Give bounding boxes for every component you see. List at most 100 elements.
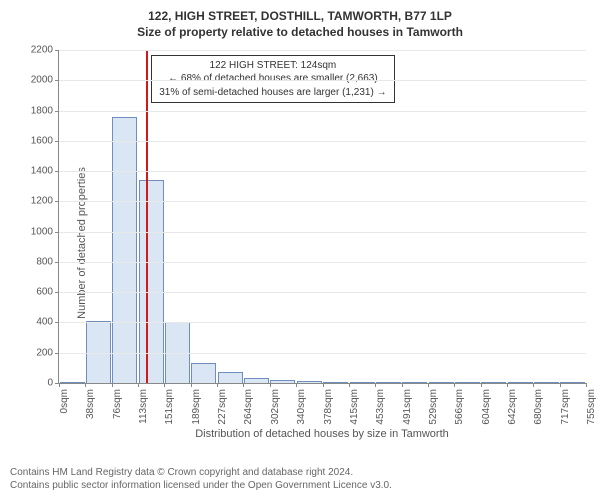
ytick-label: 200 — [36, 347, 53, 358]
xtick-mark — [296, 383, 297, 387]
grid-line — [59, 322, 586, 323]
ytick-label: 1800 — [31, 105, 53, 116]
xtick-label: 38sqm — [85, 389, 96, 419]
grid-line — [59, 292, 586, 293]
ytick-mark — [55, 292, 59, 293]
xtick-mark — [349, 383, 350, 387]
ytick-mark — [55, 171, 59, 172]
histogram-bar — [455, 382, 480, 383]
histogram-bar — [508, 382, 533, 383]
xtick-mark — [560, 383, 561, 387]
histogram-bar — [402, 382, 427, 383]
grid-line — [59, 201, 586, 202]
grid-line — [59, 50, 586, 51]
xtick-mark — [402, 383, 403, 387]
grid-line — [59, 232, 586, 233]
xtick-label: 302sqm — [270, 389, 281, 425]
histogram-bar — [218, 372, 243, 383]
xtick-label: 680sqm — [533, 389, 544, 425]
xtick-mark — [270, 383, 271, 387]
histogram-bar — [191, 363, 216, 383]
xtick-mark — [428, 383, 429, 387]
histogram-bar — [60, 382, 85, 384]
histogram-bar — [323, 382, 348, 384]
xtick-label: 566sqm — [454, 389, 465, 425]
histogram-bar — [376, 382, 401, 383]
grid-line — [59, 80, 586, 81]
xtick-label: 0sqm — [59, 389, 70, 413]
xtick-mark — [164, 383, 165, 387]
histogram-bar — [481, 382, 506, 383]
ytick-label: 1400 — [31, 166, 53, 177]
xtick-mark — [323, 383, 324, 387]
xtick-mark — [533, 383, 534, 387]
xtick-label: 604sqm — [481, 389, 492, 425]
ytick-mark — [55, 201, 59, 202]
plot-region: 122 HIGH STREET: 124sqm ← 68% of detache… — [58, 50, 586, 384]
histogram-bar — [429, 382, 454, 383]
xtick-mark — [191, 383, 192, 387]
ytick-mark — [55, 322, 59, 323]
xtick-mark — [507, 383, 508, 387]
xtick-mark — [112, 383, 113, 387]
xtick-label: 415sqm — [349, 389, 360, 425]
grid-line — [59, 353, 586, 354]
xtick-label: 151sqm — [164, 389, 175, 425]
ytick-label: 2000 — [31, 75, 53, 86]
histogram-bar — [270, 380, 295, 383]
ytick-label: 400 — [36, 317, 53, 328]
footer-line-1: Contains HM Land Registry data © Crown c… — [10, 466, 590, 479]
xtick-label: 340sqm — [296, 389, 307, 425]
ytick-label: 1200 — [31, 196, 53, 207]
ytick-label: 0 — [47, 378, 53, 389]
ytick-mark — [55, 232, 59, 233]
xtick-label: 755sqm — [586, 389, 597, 425]
grid-line — [59, 141, 586, 142]
grid-line — [59, 111, 586, 112]
ytick-label: 2200 — [31, 45, 53, 56]
xtick-mark — [454, 383, 455, 387]
histogram-bar — [534, 382, 559, 383]
grid-line — [59, 171, 586, 172]
xtick-mark — [59, 383, 60, 387]
xtick-mark — [586, 383, 587, 387]
ytick-label: 800 — [36, 256, 53, 267]
xtick-mark — [375, 383, 376, 387]
xtick-label: 113sqm — [138, 389, 149, 424]
footer: Contains HM Land Registry data © Crown c… — [0, 460, 600, 500]
xtick-mark — [243, 383, 244, 387]
ytick-mark — [55, 80, 59, 81]
title-line-2: Size of property relative to detached ho… — [0, 24, 600, 40]
histogram-bar — [560, 382, 585, 383]
xtick-label: 189sqm — [191, 389, 202, 425]
grid-line — [59, 262, 586, 263]
ytick-mark — [55, 262, 59, 263]
ytick-label: 600 — [36, 287, 53, 298]
histogram-bar — [297, 381, 322, 383]
xtick-mark — [481, 383, 482, 387]
histogram-bar — [112, 117, 137, 383]
xtick-label: 529sqm — [428, 389, 439, 425]
xtick-label: 491sqm — [402, 389, 413, 425]
title-line-1: 122, HIGH STREET, DOSTHILL, TAMWORTH, B7… — [0, 8, 600, 24]
annotation-line-1: 122 HIGH STREET: 124sqm — [159, 59, 386, 73]
ytick-mark — [55, 353, 59, 354]
xtick-mark — [138, 383, 139, 387]
ytick-label: 1600 — [31, 135, 53, 146]
xtick-label: 76sqm — [112, 389, 123, 419]
histogram-bar — [244, 378, 269, 383]
xtick-mark — [85, 383, 86, 387]
subject-marker-line — [146, 50, 148, 383]
xtick-mark — [217, 383, 218, 387]
xtick-label: 264sqm — [243, 389, 254, 425]
title-block: 122, HIGH STREET, DOSTHILL, TAMWORTH, B7… — [0, 0, 600, 40]
ytick-label: 1000 — [31, 226, 53, 237]
ytick-mark — [55, 50, 59, 51]
x-axis-label: Distribution of detached houses by size … — [58, 428, 586, 440]
annotation-box: 122 HIGH STREET: 124sqm ← 68% of detache… — [151, 55, 394, 104]
xtick-label: 227sqm — [217, 389, 228, 425]
ytick-mark — [55, 111, 59, 112]
histogram-bar — [350, 382, 375, 383]
xtick-label: 453sqm — [375, 389, 386, 425]
chart-area: Number of detached properties 122 HIGH S… — [0, 44, 600, 442]
